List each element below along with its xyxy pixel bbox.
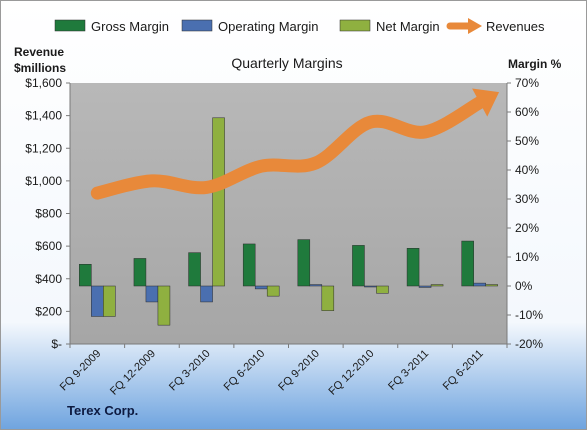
margin-tick-label: 0% [515, 279, 533, 293]
bar-gross-margin [406, 248, 420, 287]
bar-net-margin [212, 117, 225, 287]
bar-net-margin [266, 285, 280, 297]
company-name: Terex Corp. [67, 403, 138, 418]
revenue-line-arrowhead [472, 88, 500, 117]
bar-operating-margin [473, 282, 486, 287]
margin-tick-label: 10% [515, 250, 539, 264]
revenue-tick-label: $600 [35, 239, 62, 253]
bars-layer [79, 117, 498, 326]
margin-tick-label: -20% [515, 337, 543, 351]
revenue-line [90, 96, 487, 200]
bar-gross-margin [297, 239, 311, 287]
bar-operating-margin [254, 285, 268, 290]
margin-tick-label: 20% [515, 221, 539, 235]
revenue-line-layer [90, 88, 500, 200]
margin-tick-label: 50% [515, 134, 539, 148]
bar-gross-margin [188, 252, 201, 287]
revenue-tick-label: $- [51, 337, 62, 351]
bar-operating-margin [91, 285, 104, 317]
bar-operating-margin [418, 285, 432, 288]
margin-tick-label: -10% [515, 308, 543, 322]
bar-operating-margin [364, 285, 377, 288]
legend-swatch-operating-margin [181, 19, 213, 32]
revenue-tick-label: $1,000 [25, 174, 62, 188]
margin-tick-label: 60% [515, 105, 539, 119]
bar-gross-margin [79, 264, 92, 287]
margin-tick-label: 70% [515, 76, 539, 90]
chart-title: Quarterly Margins [231, 55, 342, 71]
legend-label: Revenues [486, 19, 545, 34]
bar-net-margin [157, 285, 171, 326]
legend-swatch-net-margin [339, 19, 371, 32]
legend-swatch-gross-margin [54, 19, 86, 32]
revenue-tick-label: $1,600 [25, 76, 62, 90]
bar-operating-margin [309, 284, 323, 287]
legend-swatch-arrow [468, 18, 482, 34]
legend-label: Net Margin [376, 19, 440, 34]
left-axis-title-line2: $millions [14, 61, 66, 75]
bar-gross-margin [461, 240, 474, 287]
bar-gross-margin [352, 245, 365, 287]
revenue-tick-label: $800 [35, 207, 62, 221]
revenue-tick-label: $400 [35, 272, 62, 286]
revenue-tick-label: $200 [35, 304, 62, 318]
revenue-tick-label: $1,200 [25, 141, 62, 155]
legend-label: Operating Margin [218, 19, 318, 34]
margin-tick-label: 30% [515, 192, 539, 206]
legend-label: Gross Margin [91, 19, 169, 34]
revenue-tick-label: $1,400 [25, 109, 62, 123]
right-axis-title: Margin % [508, 57, 562, 71]
legend: Gross Margin Operating Margin Net Margin Re… [54, 18, 545, 34]
bar-operating-margin [200, 285, 213, 303]
bar-gross-margin [242, 243, 256, 287]
bar-operating-margin [145, 285, 159, 303]
bar-net-margin [376, 285, 389, 294]
bar-net-margin [485, 284, 498, 287]
margin-tick-label: 40% [515, 163, 539, 177]
bar-net-margin [430, 284, 444, 287]
left-axis-title-line1: Revenue [14, 45, 64, 59]
bar-gross-margin [133, 258, 147, 287]
bar-net-margin [321, 285, 335, 311]
bar-net-margin [103, 285, 116, 317]
